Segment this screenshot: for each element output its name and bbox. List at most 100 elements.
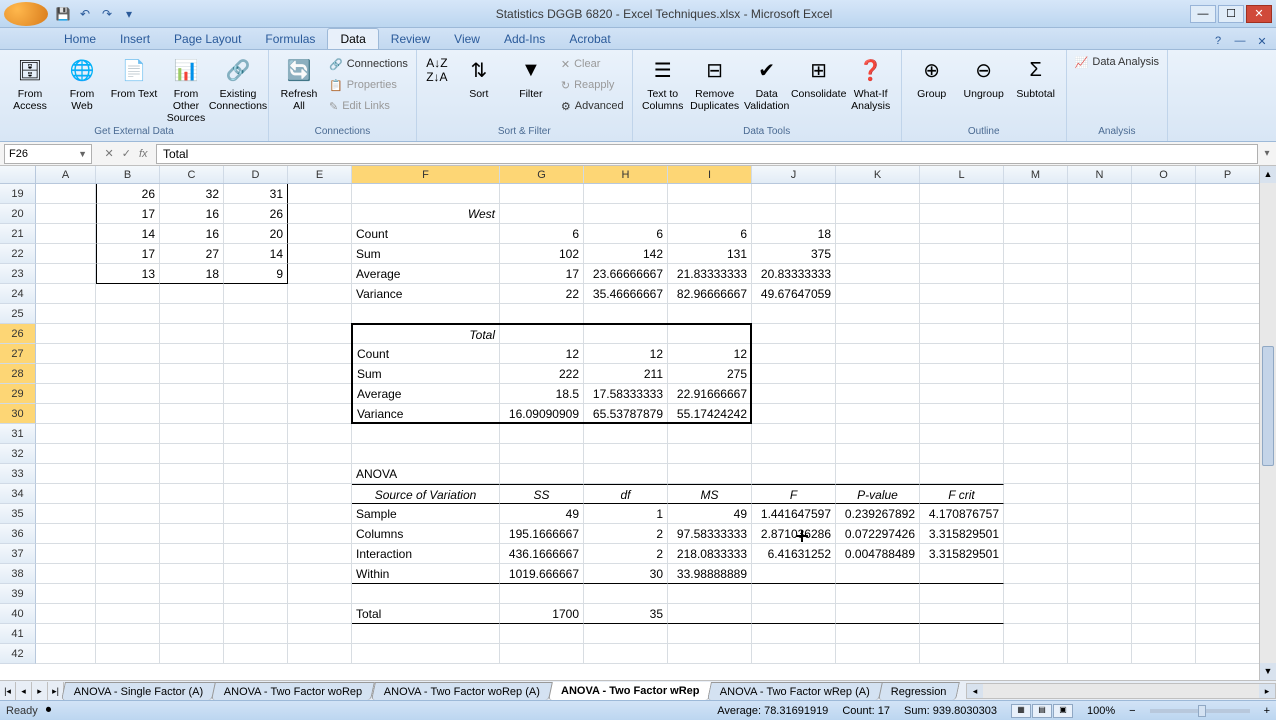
cell[interactable]: Average xyxy=(352,264,500,284)
cell[interactable]: Source of Variation xyxy=(352,484,500,504)
cell[interactable] xyxy=(352,184,500,204)
connections-button[interactable]: 🔗Connections xyxy=(327,54,410,74)
ribbon-tab-insert[interactable]: Insert xyxy=(108,29,162,49)
cell[interactable] xyxy=(1132,424,1196,444)
cell[interactable] xyxy=(1004,564,1068,584)
cell[interactable] xyxy=(500,624,584,644)
row-header[interactable]: 23 xyxy=(0,264,36,284)
cell[interactable] xyxy=(584,184,668,204)
cell[interactable] xyxy=(500,644,584,664)
cell[interactable] xyxy=(288,484,352,504)
cell[interactable] xyxy=(1068,184,1132,204)
cell[interactable] xyxy=(752,184,836,204)
cell[interactable] xyxy=(96,444,160,464)
cell[interactable] xyxy=(1132,244,1196,264)
cell[interactable] xyxy=(836,444,920,464)
first-sheet-button[interactable]: |◂ xyxy=(0,682,16,700)
worksheet-grid[interactable]: ABCDEFGHIJKLMNOP 1926323120171626West211… xyxy=(0,166,1276,680)
zoom-out-button[interactable]: − xyxy=(1129,705,1135,717)
cell[interactable] xyxy=(836,604,920,624)
row-header[interactable]: 40 xyxy=(0,604,36,624)
scroll-up-icon[interactable]: ▲ xyxy=(1260,166,1276,183)
cell[interactable] xyxy=(584,444,668,464)
cell[interactable] xyxy=(36,424,96,444)
cell[interactable] xyxy=(224,544,288,564)
cell[interactable] xyxy=(96,504,160,524)
column-header[interactable]: O xyxy=(1132,166,1196,183)
cell[interactable] xyxy=(96,544,160,564)
cell[interactable]: 23.66666667 xyxy=(584,264,668,284)
cell[interactable] xyxy=(288,404,352,424)
cell[interactable] xyxy=(288,344,352,364)
cell[interactable] xyxy=(96,364,160,384)
maximize-button[interactable]: ☐ xyxy=(1218,5,1244,23)
cell[interactable]: 12 xyxy=(668,344,752,364)
cell[interactable] xyxy=(1132,504,1196,524)
cell[interactable]: 21.83333333 xyxy=(668,264,752,284)
cell[interactable]: 195.1666667 xyxy=(500,524,584,544)
cell[interactable] xyxy=(1068,404,1132,424)
cell[interactable] xyxy=(288,324,352,344)
cell[interactable] xyxy=(920,444,1004,464)
macro-record-icon[interactable]: ⏺ xyxy=(46,704,52,717)
cell[interactable]: 49 xyxy=(668,504,752,524)
cell[interactable] xyxy=(1068,244,1132,264)
cell[interactable] xyxy=(1196,244,1260,264)
save-icon[interactable]: 💾 xyxy=(54,5,72,23)
cell[interactable] xyxy=(752,444,836,464)
cell[interactable] xyxy=(36,364,96,384)
qat-dropdown-icon[interactable]: ▾ xyxy=(120,5,138,23)
cell[interactable] xyxy=(1196,584,1260,604)
cell[interactable] xyxy=(1196,324,1260,344)
cell[interactable] xyxy=(36,644,96,664)
column-header[interactable]: N xyxy=(1068,166,1132,183)
cell[interactable] xyxy=(1068,464,1132,484)
cell[interactable] xyxy=(836,224,920,244)
cell[interactable]: 16 xyxy=(160,224,224,244)
row-header[interactable]: 32 xyxy=(0,444,36,464)
cell[interactable] xyxy=(1196,444,1260,464)
cell[interactable] xyxy=(836,584,920,604)
cell[interactable] xyxy=(500,444,584,464)
cell[interactable]: Average xyxy=(352,384,500,404)
cell[interactable] xyxy=(1068,524,1132,544)
cell[interactable]: 2 xyxy=(584,544,668,564)
cell[interactable] xyxy=(1068,204,1132,224)
cell[interactable]: F xyxy=(752,484,836,504)
cell[interactable]: Count xyxy=(352,344,500,364)
ribbon-tab-review[interactable]: Review xyxy=(379,29,442,49)
cell[interactable]: 0.239267892 xyxy=(836,504,920,524)
cell[interactable]: West xyxy=(352,204,500,224)
cell[interactable] xyxy=(288,244,352,264)
cell[interactable]: 18 xyxy=(160,264,224,284)
cell[interactable] xyxy=(752,384,836,404)
row-header[interactable]: 29 xyxy=(0,384,36,404)
cell[interactable] xyxy=(352,304,500,324)
cell[interactable] xyxy=(668,644,752,664)
cell[interactable] xyxy=(288,184,352,204)
zoom-in-button[interactable]: + xyxy=(1264,705,1270,717)
row-header[interactable]: 22 xyxy=(0,244,36,264)
cell[interactable] xyxy=(920,404,1004,424)
cell[interactable]: 16 xyxy=(160,204,224,224)
cell[interactable]: 2.871036286 xyxy=(752,524,836,544)
cell[interactable] xyxy=(920,624,1004,644)
cell[interactable] xyxy=(224,604,288,624)
page-layout-button[interactable]: ▤ xyxy=(1032,704,1052,718)
cell[interactable] xyxy=(1132,604,1196,624)
cell[interactable] xyxy=(288,564,352,584)
cell[interactable] xyxy=(1132,464,1196,484)
cell[interactable] xyxy=(224,644,288,664)
ribbon-tab-acrobat[interactable]: Acrobat xyxy=(557,29,622,49)
from-text-button[interactable]: 📄From Text xyxy=(110,52,158,100)
cell[interactable] xyxy=(1132,484,1196,504)
cell[interactable] xyxy=(160,524,224,544)
cell[interactable] xyxy=(36,444,96,464)
cell[interactable] xyxy=(224,424,288,444)
cell[interactable] xyxy=(36,284,96,304)
cell[interactable]: 26 xyxy=(96,184,160,204)
cell[interactable] xyxy=(160,344,224,364)
cell[interactable] xyxy=(1004,244,1068,264)
column-header[interactable]: I xyxy=(668,166,752,183)
cell[interactable] xyxy=(1004,404,1068,424)
